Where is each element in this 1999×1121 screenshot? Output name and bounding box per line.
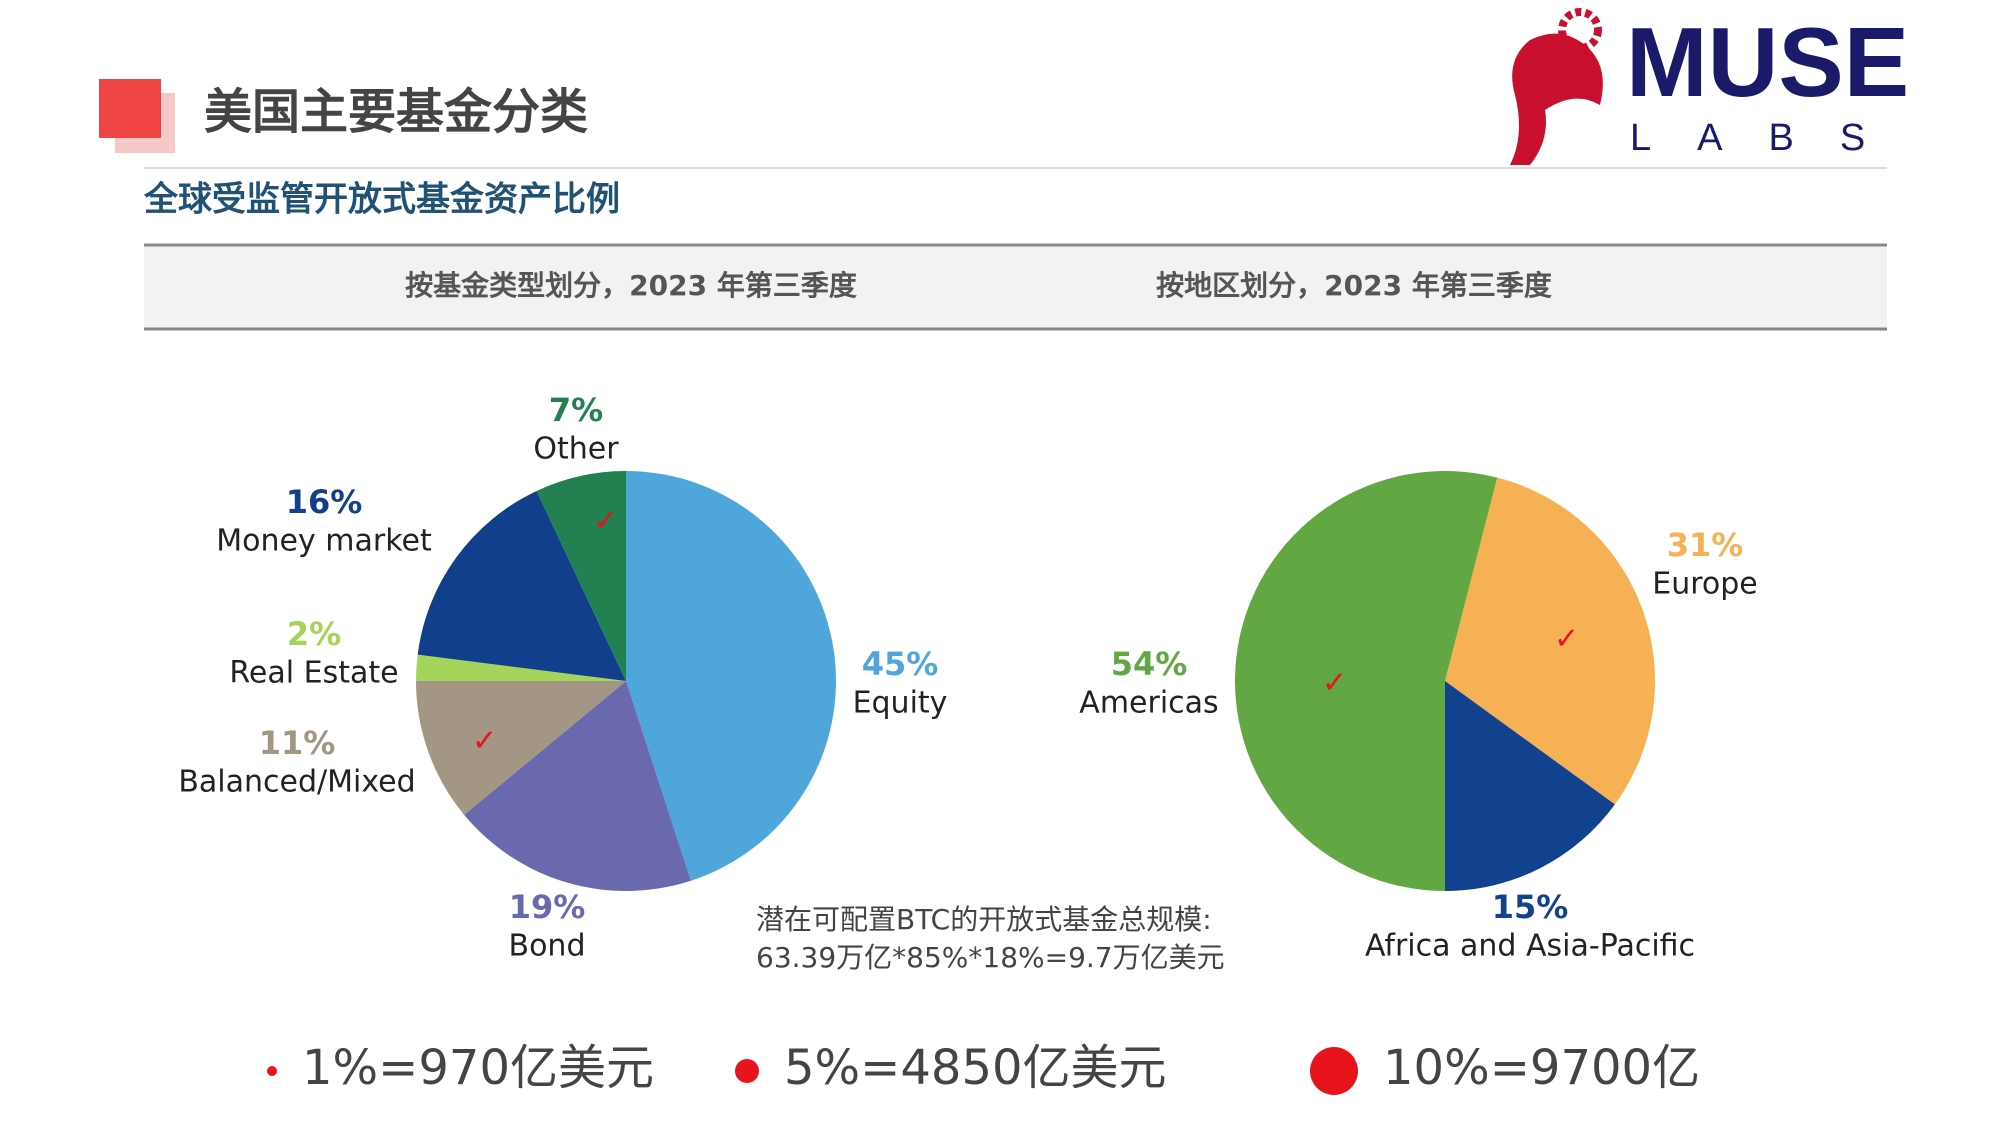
- bullet-dot: [735, 1059, 759, 1083]
- logo-name: MUSE: [1626, 7, 1909, 117]
- category-label: Africa and Asia-Pacific: [1365, 929, 1695, 964]
- category-label: Equity: [853, 686, 948, 721]
- bullet: 5%=4850亿美元: [784, 1040, 1167, 1096]
- chart-title: 按地区划分，2023 年第三季度: [1156, 269, 1552, 302]
- logo-wreath: [1558, 8, 1602, 52]
- check-mark: ✓: [593, 504, 618, 539]
- pie-slice: [1445, 681, 1615, 891]
- logo-icon: [1510, 33, 1603, 165]
- category-label: Bond: [509, 929, 586, 964]
- category-label: Real Estate: [229, 656, 398, 691]
- subtitle: 全球受监管开放式基金资产比例: [143, 180, 620, 220]
- check-mark: ✓: [1322, 666, 1347, 701]
- value-label: 16%: [286, 483, 363, 521]
- value-label: 15%: [1492, 888, 1569, 926]
- value-label: 11%: [259, 724, 336, 762]
- value-label: 45%: [862, 645, 939, 683]
- note-line: 63.39万亿*85%*18%=9.7万亿美元: [756, 941, 1225, 974]
- category-label: Other: [533, 432, 619, 467]
- logo: MUSE LABS: [1510, 7, 1911, 165]
- pie-slice: [416, 654, 626, 681]
- bullet-dot: [267, 1066, 277, 1076]
- note-line: 潜在可配置BTC的开放式基金总规模:: [756, 903, 1212, 936]
- category-label: Money market: [216, 524, 432, 559]
- check-marks: ✓ ✓ ✓ ✓: [472, 504, 1579, 759]
- value-label: 2%: [287, 615, 341, 653]
- chart-title: 按基金类型划分，2023 年第三季度: [405, 269, 857, 302]
- pie-slice: [464, 681, 691, 892]
- category-label: Balanced/Mixed: [178, 765, 415, 800]
- header-band: [144, 245, 1887, 329]
- value-label: 19%: [509, 888, 586, 926]
- bullet-dot: [1310, 1047, 1358, 1095]
- bullet: 1%=970亿美元: [302, 1040, 654, 1096]
- pies: 45%Equity 19%Bond 11%Balanced/Mixed 2%Real …: [178, 391, 1757, 964]
- pie-slice: [416, 681, 626, 815]
- logo-tagline: LABS: [1630, 117, 1911, 159]
- category-label: Americas: [1079, 686, 1218, 721]
- check-mark: ✓: [472, 724, 497, 759]
- pie-slice: [626, 471, 837, 881]
- pie-slice: [536, 471, 626, 681]
- value-label: 31%: [1667, 526, 1744, 564]
- pie-slice: [1235, 471, 1498, 891]
- category-label: Europe: [1652, 567, 1758, 602]
- title-marker: [99, 79, 161, 138]
- pie-slice: [1445, 477, 1656, 805]
- check-mark: ✓: [1554, 622, 1579, 657]
- value-label: 54%: [1111, 645, 1188, 683]
- slide-title: 美国主要基金分类: [204, 84, 588, 140]
- value-label: 7%: [549, 391, 603, 429]
- pie-slice: [417, 490, 626, 681]
- bullet: 10%=9700亿: [1383, 1040, 1700, 1096]
